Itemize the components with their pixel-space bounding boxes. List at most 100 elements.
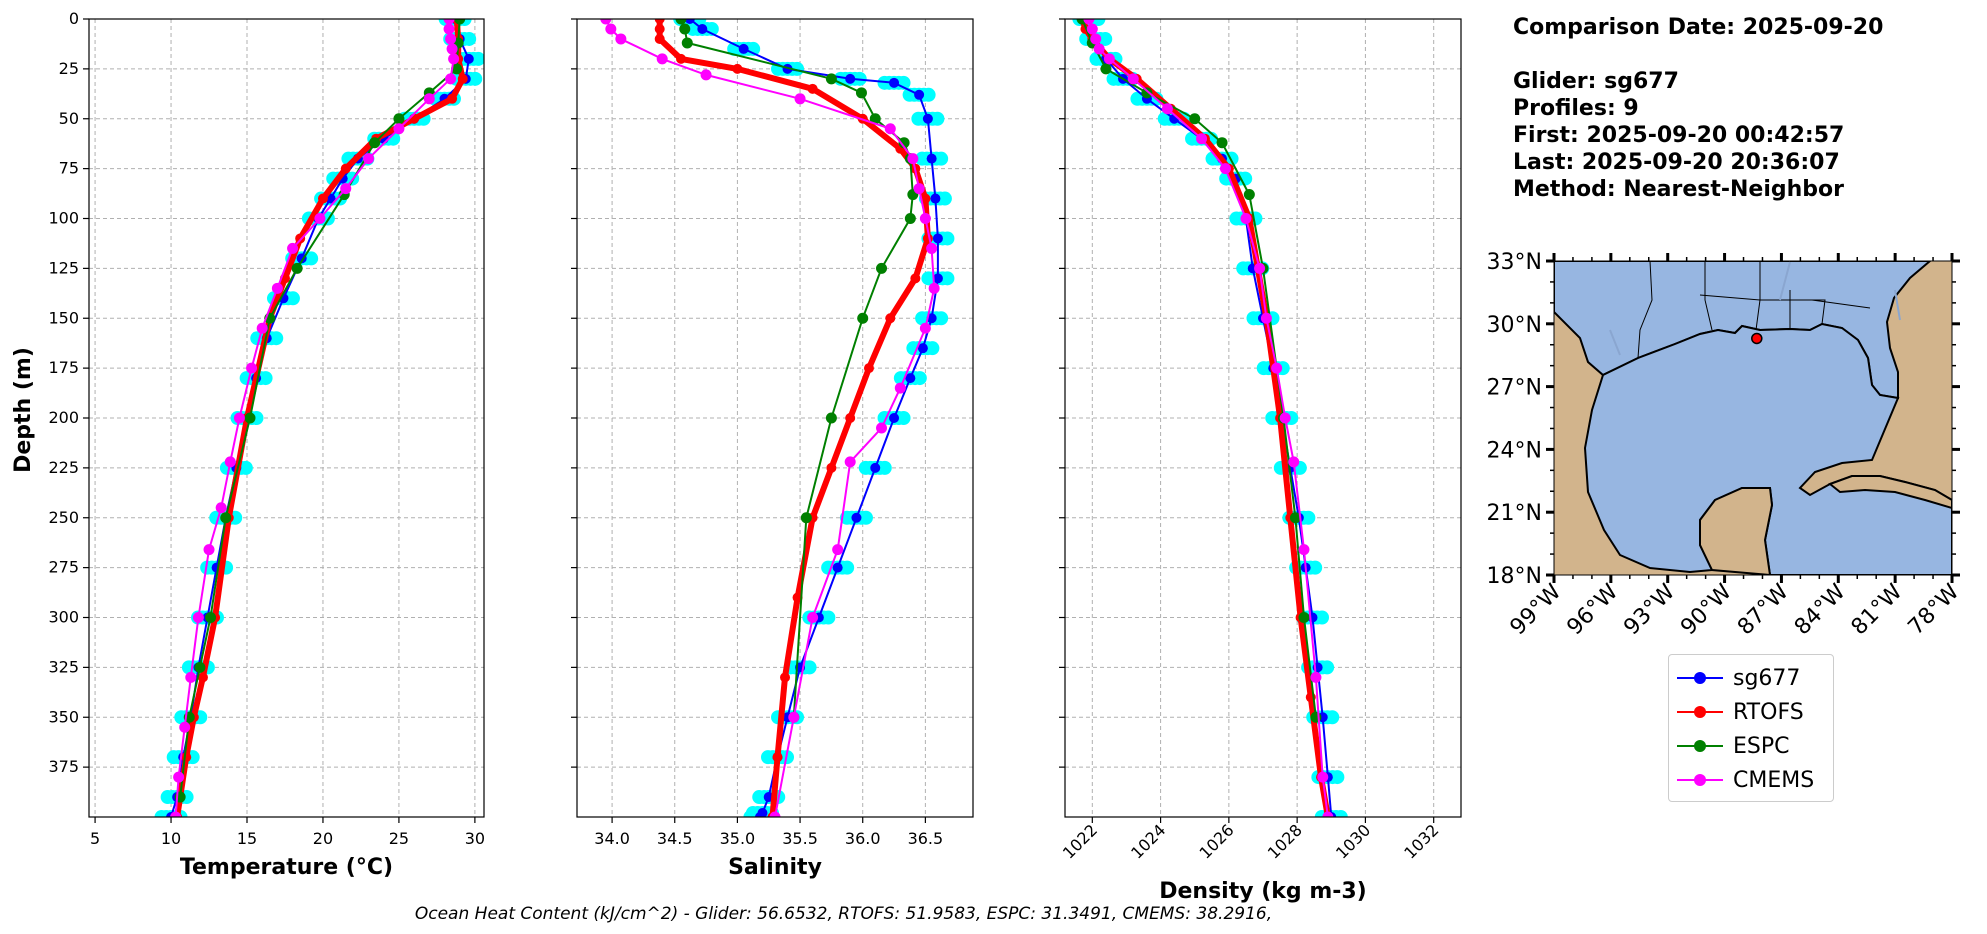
cloud-point <box>1320 660 1335 675</box>
cloud-point <box>1333 810 1348 817</box>
data-point <box>917 343 928 354</box>
cloud-point <box>1301 510 1316 525</box>
data-point <box>794 93 806 105</box>
y-tick-label: 0 <box>69 9 79 28</box>
data-point <box>869 113 881 125</box>
data-point <box>845 73 856 84</box>
cloud-point <box>802 660 817 675</box>
data-point <box>910 273 921 284</box>
data-point <box>898 137 910 149</box>
legend-label: sg677 <box>1733 665 1801 691</box>
map-lon-label: 84°W <box>1790 579 1851 640</box>
series-line <box>179 19 461 798</box>
gulf-of-mexico-map: 33°N30°N27°N24°N21°N18°N99°W96°W93°W90°W… <box>1487 250 1965 640</box>
data-point <box>792 592 803 603</box>
legend-entry-cmems: CMEMS <box>1677 765 1814 795</box>
data-point <box>605 23 617 35</box>
data-point <box>197 672 208 683</box>
data-point <box>1127 73 1139 85</box>
data-point <box>448 53 460 65</box>
data-point <box>443 19 455 25</box>
x-tick-label: 36.0 <box>845 829 881 848</box>
data-point <box>369 137 381 149</box>
data-point <box>676 53 687 64</box>
data-point <box>393 113 405 125</box>
last-profile-time: Last: 2025-09-20 20:36:07 <box>1513 150 1840 175</box>
data-point <box>656 53 668 65</box>
data-point <box>832 562 843 573</box>
legend-entry-espc: ESPC <box>1677 731 1790 761</box>
data-point <box>1141 87 1153 99</box>
cloud-point <box>304 251 319 266</box>
data-point <box>185 671 197 683</box>
data-point <box>220 512 232 524</box>
x-tick-label: 34.0 <box>594 829 630 848</box>
data-point <box>930 193 941 204</box>
cloud-point <box>940 271 955 286</box>
data-point <box>463 53 474 64</box>
x-tick-label: 25 <box>389 829 409 848</box>
data-point <box>244 412 256 424</box>
data-point <box>926 153 937 164</box>
salinity-panel: 34.0 34.5 35.0 35.5 36.0 36.5 Salinity <box>571 18 974 880</box>
x-tick-label: 1024 <box>1127 820 1169 862</box>
data-point <box>844 456 856 468</box>
map-lon-label: 81°W <box>1847 579 1908 640</box>
data-point <box>876 422 888 434</box>
cloud-point <box>912 371 927 386</box>
glider-position-marker <box>1751 332 1763 345</box>
data-point <box>1288 456 1300 468</box>
data-point <box>928 282 940 294</box>
cloud-point <box>925 341 940 356</box>
data-point <box>1083 19 1095 25</box>
data-point <box>654 19 665 24</box>
cloud-point <box>921 87 936 102</box>
data-point <box>870 462 881 473</box>
data-point <box>857 312 869 324</box>
data-point <box>1103 53 1115 65</box>
data-point <box>1090 33 1102 45</box>
data-point <box>291 262 303 274</box>
data-point <box>807 83 818 94</box>
cloud-point <box>934 151 949 166</box>
data-point <box>215 502 227 514</box>
data-point <box>654 33 665 44</box>
legend: sg677 RTOFS ESPC CMEMS <box>1668 654 1834 802</box>
data-point <box>1093 43 1105 55</box>
data-point <box>907 153 919 165</box>
data-point <box>224 456 236 468</box>
data-point <box>447 93 458 104</box>
y-tick-label: 200 <box>48 408 79 427</box>
data-point <box>423 93 435 105</box>
x-tick-label: 36.5 <box>908 829 944 848</box>
data-point <box>884 123 896 135</box>
y-tick-label: 300 <box>48 608 79 627</box>
ocean-heat-content-caption: Ocean Heat Content (kJ/cm^2) - Glider: 5… <box>0 904 1987 924</box>
cloud-point <box>858 510 873 525</box>
data-point <box>1240 213 1252 224</box>
data-point <box>889 77 900 88</box>
data-point <box>769 811 781 817</box>
y-tick-label: 225 <box>48 458 79 477</box>
map-lat-label: 24°N <box>1487 438 1542 463</box>
interpolation-method: Method: Nearest-Neighbor <box>1513 177 1844 202</box>
data-point <box>832 544 844 556</box>
map-lat-label: 18°N <box>1487 564 1542 589</box>
data-point <box>615 33 627 45</box>
x-tick-label: 30 <box>465 829 485 848</box>
data-point <box>681 37 693 49</box>
data-point <box>654 23 665 34</box>
data-point <box>1310 671 1322 683</box>
data-point <box>409 113 420 124</box>
x-tick-label: 10 <box>161 829 181 848</box>
data-point <box>825 412 837 424</box>
data-point <box>780 672 791 683</box>
data-point <box>922 113 933 124</box>
series-cmems <box>600 19 940 817</box>
legend-label: ESPC <box>1733 733 1790 759</box>
legend-entry-rtofs: RTOFS <box>1677 697 1804 727</box>
data-point <box>738 43 749 54</box>
cloud-point <box>285 291 300 306</box>
map-lat-label: 27°N <box>1487 376 1542 401</box>
x-tick-label: 34.5 <box>657 829 693 848</box>
